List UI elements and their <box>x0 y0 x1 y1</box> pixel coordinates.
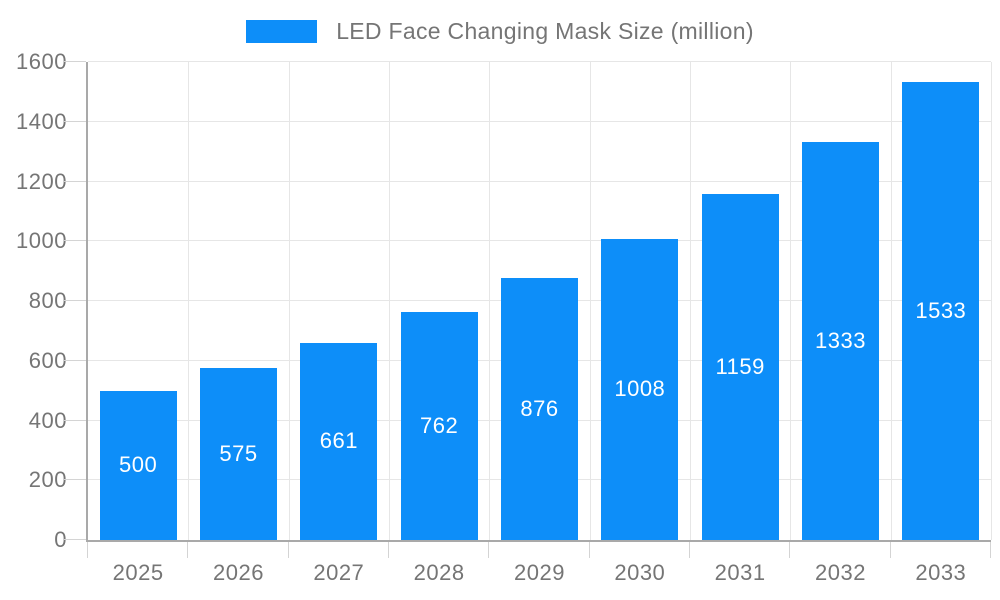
x-axis-tick <box>789 542 791 558</box>
bar: 1533 <box>902 82 980 540</box>
bar: 661 <box>300 342 378 540</box>
y-axis-label: 0 <box>54 527 67 552</box>
legend: LED Face Changing Mask Size (million) <box>0 18 1000 45</box>
x-axis-tick <box>387 542 389 558</box>
v-gridline <box>188 62 190 540</box>
bar: 1159 <box>701 193 779 540</box>
x-axis-label: 2032 <box>815 560 866 585</box>
x-axis-tick <box>187 542 189 558</box>
x-axis-tick <box>889 542 891 558</box>
bar-value-label: 575 <box>219 441 258 467</box>
x-axis-tick <box>688 542 690 558</box>
bar-value-label: 762 <box>420 413 459 439</box>
v-gridline <box>589 62 591 540</box>
y-axis-label: 400 <box>28 407 67 433</box>
bar-value-label: 1533 <box>915 298 967 324</box>
x-axis-label: 2027 <box>313 560 365 585</box>
v-gridline <box>288 62 290 540</box>
y-axis-label: 200 <box>28 467 67 493</box>
bar-value-label: 1008 <box>614 376 666 402</box>
bar-value-label: 661 <box>319 428 358 454</box>
v-gridline <box>991 62 992 540</box>
h-gridline <box>88 120 991 122</box>
x-axis-tick <box>588 542 590 558</box>
x-axis-label: 2029 <box>514 560 565 585</box>
bar: 500 <box>99 390 177 540</box>
v-gridline <box>790 62 792 540</box>
h-gridline <box>88 240 991 242</box>
h-gridline <box>88 180 991 182</box>
bar-value-label: 500 <box>119 452 158 478</box>
h-gridline <box>88 61 991 62</box>
y-axis-labels: 0 200 400 600 800 1000 1200 1400 1600 <box>0 51 67 551</box>
y-axis-tick <box>64 120 86 122</box>
bar: 575 <box>200 368 277 540</box>
y-axis-label: 800 <box>28 288 67 313</box>
bar: 1008 <box>601 238 679 540</box>
x-axis-label: 2025 <box>112 560 164 585</box>
y-axis-tick <box>64 240 86 242</box>
y-axis-label: 1400 <box>16 108 67 134</box>
y-axis-tick <box>64 479 86 481</box>
y-axis-tick <box>64 419 86 421</box>
y-axis-tick <box>64 61 86 62</box>
x-axis-label: 2033 <box>915 560 967 585</box>
bar: 876 <box>501 278 578 540</box>
y-axis-label: 600 <box>28 347 67 373</box>
bar-value-label: 1159 <box>715 353 765 379</box>
x-axis-label: 2026 <box>213 560 264 585</box>
x-axis-tick <box>287 542 289 558</box>
bar-value-label: 876 <box>520 396 559 422</box>
bar-value-label: 1333 <box>815 327 866 353</box>
y-axis-tick <box>64 359 86 361</box>
x-axis-tick <box>990 542 991 558</box>
bar: 1333 <box>802 141 879 540</box>
legend-swatch-icon <box>246 20 318 43</box>
y-axis-label: 1000 <box>16 228 67 254</box>
x-axis-labels: 2025 2026 2027 2028 2029 2030 2031 2032 2033 <box>88 560 991 590</box>
x-axis-label: 2031 <box>714 560 766 585</box>
plot-area: 500 575 661 762 876 1008 1159 1333 1533 <box>64 61 992 558</box>
x-axis-tick <box>87 542 88 558</box>
x-axis-label: 2028 <box>413 560 465 585</box>
y-axis-tick <box>64 300 86 301</box>
legend-label: LED Face Changing Mask Size (million) <box>336 18 754 44</box>
legend-item[interactable]: LED Face Changing Mask Size (million) <box>246 18 754 45</box>
x-axis-label: 2030 <box>614 560 666 585</box>
y-axis-label: 1200 <box>16 168 67 194</box>
bar: 762 <box>400 312 478 540</box>
v-gridline <box>689 62 691 540</box>
v-gridline <box>388 62 390 540</box>
y-axis-tick <box>64 539 86 540</box>
x-axis-tick <box>488 542 490 558</box>
y-axis-tick <box>64 180 86 182</box>
y-axis-label: 1600 <box>16 49 67 74</box>
v-gridline <box>489 62 491 540</box>
v-gridline <box>890 62 892 540</box>
